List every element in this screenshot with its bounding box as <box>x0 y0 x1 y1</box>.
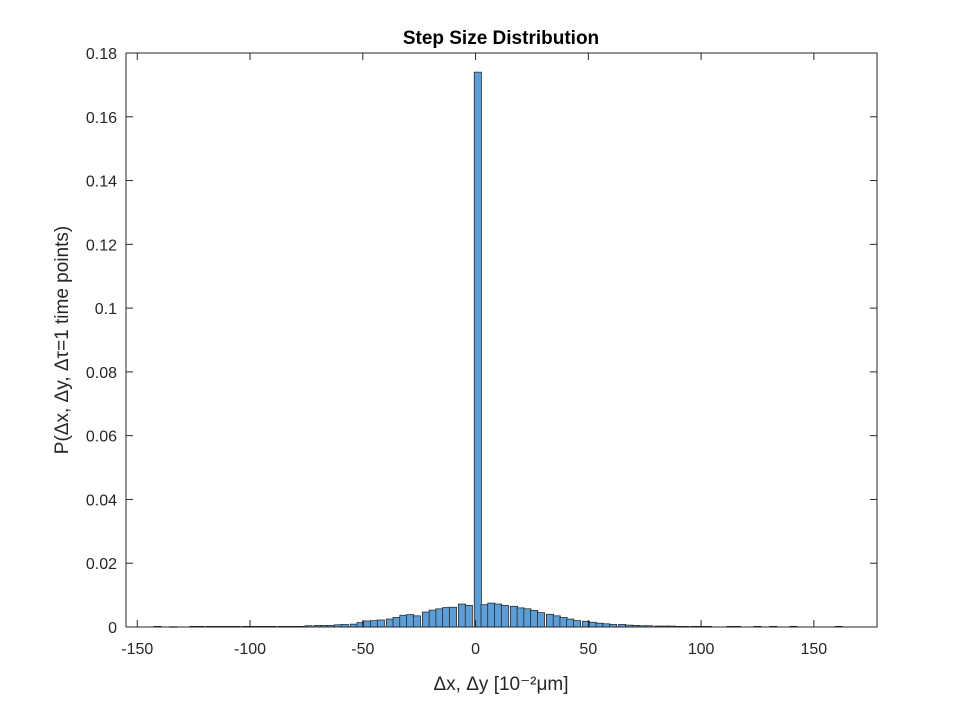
x-tick-label: -150 <box>121 641 153 658</box>
histogram-bar <box>464 604 473 628</box>
histogram-bar <box>480 604 489 628</box>
y-tick-label: 0.06 <box>86 429 117 446</box>
histogram-bar <box>458 603 466 628</box>
y-axis-title: P(Δx, Δy, Δτ=1 time points) <box>52 226 73 454</box>
histogram-bar <box>546 613 554 628</box>
y-tick-label: 0.18 <box>86 46 117 63</box>
histogram-bar <box>435 608 444 628</box>
histogram-bar <box>370 620 379 628</box>
y-tick-label: 0.04 <box>86 492 117 509</box>
histogram-bar <box>399 614 408 628</box>
histogram-bar <box>442 607 451 628</box>
histogram-bar <box>516 607 525 628</box>
x-tick-label: 0 <box>471 641 480 658</box>
histogram-bar <box>385 618 394 628</box>
histogram-bar <box>406 614 415 628</box>
x-tick-label: 150 <box>801 641 828 658</box>
plot-area <box>126 53 877 627</box>
histogram-bar <box>523 608 532 628</box>
histogram-bar <box>537 612 545 628</box>
y-tick-label: 0.12 <box>86 237 117 254</box>
y-tick-label: 0.02 <box>86 556 117 573</box>
axes-box <box>125 52 878 628</box>
y-tick-label: 0 <box>108 620 117 637</box>
histogram-bar <box>509 605 518 628</box>
y-tick-label: 0.14 <box>86 174 117 191</box>
histogram-bar <box>421 611 430 628</box>
x-tick-label: -50 <box>351 641 374 658</box>
x-tick-label: 100 <box>688 641 715 658</box>
histogram-bar <box>573 620 582 628</box>
x-tick-label: 50 <box>579 641 597 658</box>
histogram-bar <box>500 604 509 628</box>
histogram-bar <box>595 622 604 628</box>
x-axis-title: Δx, Δy [10⁻²μm] <box>433 674 568 695</box>
histogram-bar <box>588 621 597 628</box>
histogram-bar <box>530 610 539 628</box>
histogram-bar <box>473 71 482 628</box>
plot-title: Step Size Distribution <box>403 28 599 49</box>
histogram-bar <box>412 615 421 628</box>
histogram-bar <box>487 602 496 628</box>
y-tick-label: 0.16 <box>86 110 117 127</box>
histogram-bar <box>494 603 503 628</box>
x-tick-label: -100 <box>234 641 266 658</box>
histogram-bar <box>449 606 457 628</box>
axes: -150 -100 -50 0 50 100 150 0 0.02 0.04 0.06 0.08 0.1… <box>86 46 878 658</box>
histogram-bar <box>376 619 385 628</box>
histogram-bar <box>566 618 575 628</box>
histogram-bar <box>392 617 401 628</box>
histogram-bar <box>363 620 372 628</box>
y-tick-label: 0.08 <box>86 365 117 382</box>
y-tick-label: 0.1 <box>95 301 117 318</box>
histogram-bar <box>559 617 568 628</box>
histogram-bar <box>552 615 561 628</box>
histogram-bar <box>428 609 437 628</box>
